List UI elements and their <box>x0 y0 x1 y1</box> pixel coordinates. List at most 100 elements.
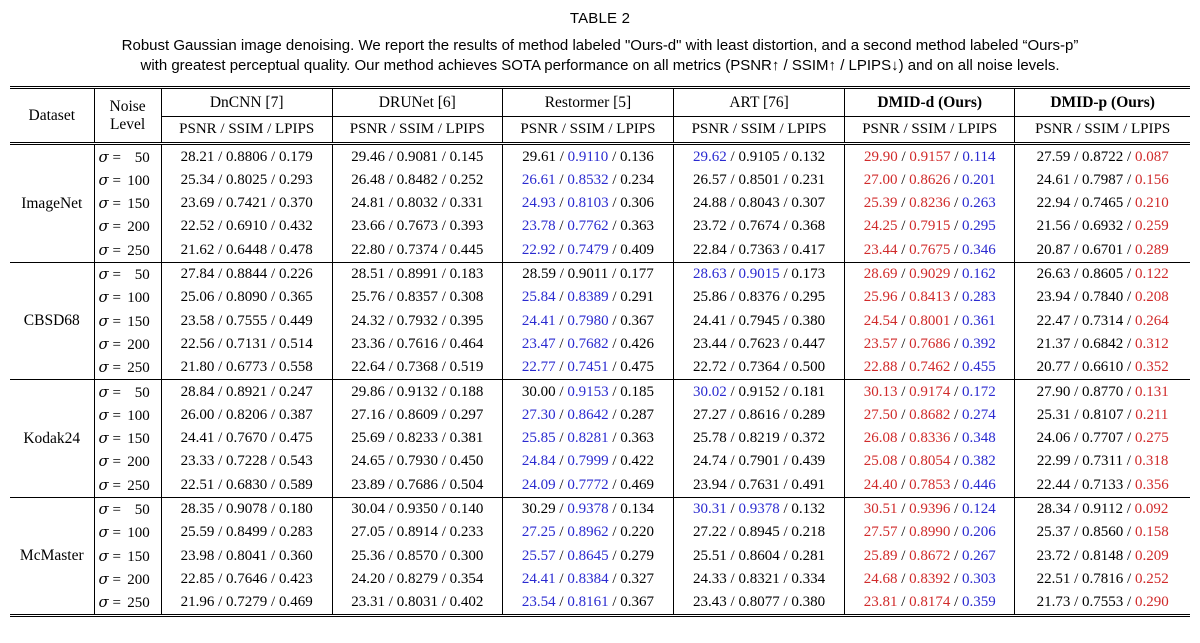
metric-value: 25.37 <box>1036 524 1071 541</box>
slash-separator: / <box>1070 266 1083 283</box>
sigma-symbol: σ <box>98 288 109 307</box>
metric-cell: 27.84 / 0.8844 / 0.226 <box>161 261 333 287</box>
slash-separator: / <box>1123 148 1135 165</box>
slash-separator: / <box>608 148 620 165</box>
slash-separator: / <box>267 241 279 258</box>
slash-separator: / <box>779 148 792 165</box>
metric-value: 0.6932 <box>1082 218 1124 235</box>
metrics-subheader: PSNR / SSIM / LPIPS <box>161 116 333 144</box>
slash-separator: / <box>214 148 227 165</box>
noise-value: 100 <box>127 172 150 189</box>
metric-value: 0.417 <box>791 241 826 258</box>
slash-separator: / <box>608 359 621 376</box>
metric-value: 0.8682 <box>909 406 951 423</box>
metric-value: 23.94 <box>693 476 727 493</box>
metric-cell: 24.20 / 0.8279 / 0.354 <box>332 567 503 592</box>
slash-separator: / <box>214 406 227 423</box>
metric-cell: 22.77 / 0.7451 / 0.475 <box>502 356 675 380</box>
metric-value: 25.06 <box>180 289 215 306</box>
noise-value: 50 <box>134 501 150 518</box>
metric-cell: 25.59 / 0.8499 / 0.283 <box>161 521 333 545</box>
metric-value: 21.37 <box>1036 335 1071 352</box>
metric-value: 0.300 <box>449 547 484 564</box>
slash-separator: / <box>950 241 963 258</box>
metric-value: 0.9078 <box>226 500 268 517</box>
metric-value: 0.447 <box>791 335 826 352</box>
metric-cell: 23.47 / 0.7682 / 0.426 <box>502 332 675 357</box>
metric-cell: 27.00 / 0.8626 / 0.201 <box>844 168 1016 192</box>
metric-value: 0.7616 <box>396 335 438 352</box>
noise-level-cell: σ = 250 <box>94 356 162 380</box>
metric-cell: 29.62 / 0.9105 / 0.132 <box>673 143 846 169</box>
table-row: ImageNet σ = 50 28.21 / 0.8806 / 0.179 29.4… <box>10 143 1190 263</box>
metric-value: 0.7840 <box>1082 289 1124 306</box>
slash-separator: / <box>608 241 621 258</box>
slash-separator: / <box>779 359 792 376</box>
slash-separator: / <box>1070 218 1083 235</box>
metric-value: 0.7762 <box>567 218 609 235</box>
equals-sign: = <box>108 336 125 353</box>
metric-value: 0.8392 <box>909 570 951 587</box>
metric-cell: 25.34 / 0.8025 / 0.293 <box>161 168 333 192</box>
slash-separator: / <box>726 241 739 258</box>
slash-separator: / <box>897 266 910 283</box>
metric-cell: 26.08 / 0.8336 / 0.348 <box>844 426 1016 451</box>
metric-value: 29.86 <box>351 383 386 400</box>
metric-value: 23.58 <box>180 312 215 329</box>
metric-value: 25.39 <box>863 195 898 212</box>
metric-value: 28.34 <box>1036 500 1071 517</box>
metric-value: 27.22 <box>693 524 727 541</box>
metric-value: 25.36 <box>351 547 386 564</box>
metric-cell: 22.85 / 0.7646 / 0.423 <box>161 567 333 592</box>
metric-value: 0.7363 <box>738 241 780 258</box>
metric-value: 0.9132 <box>396 383 438 400</box>
metric-cell: 30.00 / 0.9153 / 0.185 <box>502 379 675 404</box>
metric-value: 0.8041 <box>226 547 268 564</box>
noise-value: 200 <box>127 336 150 353</box>
metric-value: 0.8107 <box>1082 406 1124 423</box>
metric-value: 0.140 <box>449 500 484 517</box>
metric-value: 27.50 <box>863 406 898 423</box>
metric-value: 24.93 <box>521 195 556 212</box>
metric-value: 22.44 <box>1036 476 1071 493</box>
slash-separator: / <box>385 171 397 188</box>
slash-separator: / <box>385 335 397 352</box>
equals-sign: = <box>108 454 125 471</box>
slash-separator: / <box>385 289 397 306</box>
noise-value: 50 <box>134 267 150 284</box>
slash-separator: / <box>214 359 227 376</box>
metric-cell: 26.48 / 0.8482 / 0.252 <box>332 168 503 192</box>
metric-cell: 23.31 / 0.8031 / 0.402 <box>332 591 503 616</box>
metric-value: 0.247 <box>278 383 313 400</box>
metric-value: 0.8054 <box>909 453 951 470</box>
metric-value: 0.8616 <box>738 406 780 423</box>
slash-separator: / <box>726 570 739 587</box>
metric-value: 0.218 <box>791 524 826 541</box>
slash-separator: / <box>437 430 450 447</box>
slash-separator: / <box>1070 500 1083 517</box>
metric-value: 0.367 <box>620 594 654 611</box>
metric-value: 30.31 <box>693 500 727 517</box>
method-header: ART [76] <box>673 87 846 118</box>
metric-value: 0.173 <box>791 266 826 283</box>
metric-value: 28.84 <box>180 383 215 400</box>
metric-value: 0.346 <box>962 241 996 258</box>
metric-cell: 24.93 / 0.8103 / 0.306 <box>502 191 675 216</box>
metric-cell: 23.72 / 0.8148 / 0.209 <box>1015 544 1190 567</box>
metric-cell: 29.61 / 0.9110 / 0.136 <box>502 143 675 169</box>
metric-value: 0.8482 <box>396 171 438 188</box>
metric-value: 24.88 <box>693 195 727 212</box>
metric-value: 30.00 <box>521 383 556 400</box>
slash-separator: / <box>608 570 621 587</box>
metric-value: 0.7915 <box>909 218 951 235</box>
slash-separator: / <box>726 453 739 470</box>
table-row: Kodak24 σ = 50 28.84 / 0.8921 / 0.247 29.86… <box>10 379 1190 498</box>
noise-level-cell: σ = 150 <box>94 426 162 451</box>
slash-separator: / <box>950 359 963 376</box>
caption-line-1: Robust Gaussian image denoising. We repo… <box>121 36 1079 54</box>
slash-separator: / <box>950 406 963 423</box>
slash-separator: / <box>779 383 792 400</box>
metric-cell: 24.09 / 0.7772 / 0.469 <box>502 473 675 498</box>
slash-separator: / <box>779 570 792 587</box>
